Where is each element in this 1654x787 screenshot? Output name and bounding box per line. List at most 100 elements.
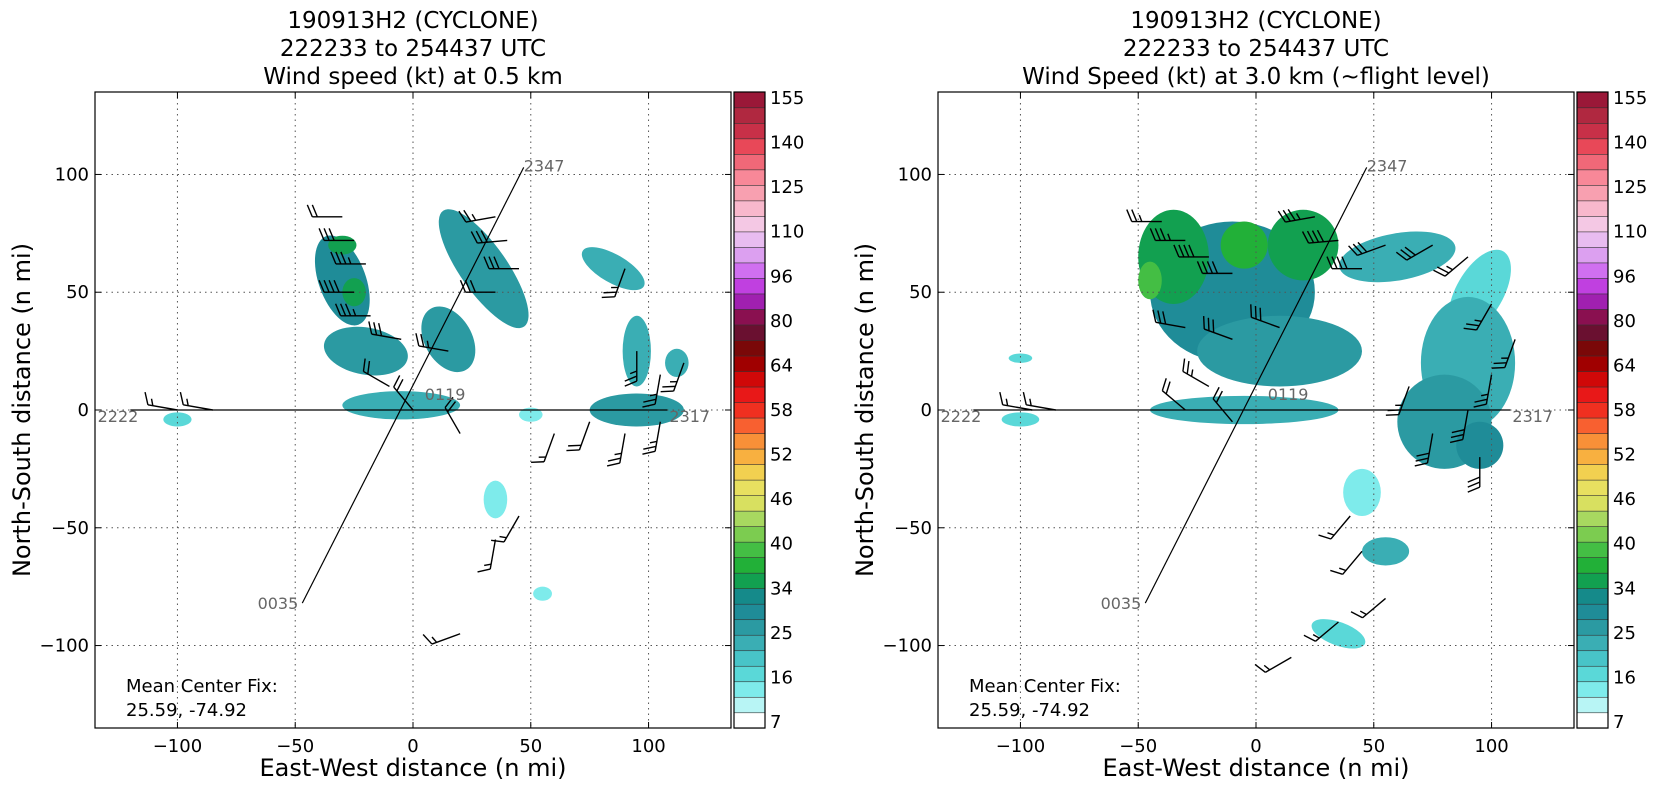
plot-area-left <box>95 92 731 728</box>
track-point-label: 2222 <box>941 407 982 426</box>
colorbar-swatch <box>1576 308 1609 326</box>
colorbar-right: 7 16 25 34 40 46 52 58 64 80 96 110 125 140 155 <box>1576 88 1647 733</box>
wind-barb <box>318 279 355 293</box>
wind-barbs-right <box>999 208 1516 673</box>
x-tick-label: 50 <box>519 736 542 757</box>
track-labels-left: 2222 0119 2317 2347 0035 <box>98 156 711 613</box>
colorbar-swatch <box>733 370 766 388</box>
x-tick-label: −50 <box>1119 736 1157 757</box>
colorbar-swatch <box>733 510 766 527</box>
wind-barb <box>642 421 662 455</box>
wind-barb <box>1212 386 1233 423</box>
colorbar-swatch <box>733 122 766 140</box>
colorbar-tick-label: 46 <box>770 489 793 510</box>
panel-right: 190913H2 (CYCLONE) 222233 to 254437 UTC … <box>851 8 1647 782</box>
wind-region <box>323 326 408 376</box>
colorbar-swatch <box>733 107 766 124</box>
wind-barb <box>1467 457 1481 493</box>
colorbar-tick-label: 155 <box>770 88 804 109</box>
colorbar-swatch <box>733 650 766 667</box>
wind-barb <box>1173 244 1209 258</box>
wind-barb <box>1463 303 1493 331</box>
colorbar-swatch <box>1576 246 1609 264</box>
wind-region <box>1362 537 1410 566</box>
flight-track-left <box>130 167 668 604</box>
colorbar-swatch <box>733 572 766 589</box>
colorbar-tick-label: 110 <box>770 222 804 243</box>
colorbar-tick-label: 125 <box>1613 177 1647 198</box>
colorbar-swatch <box>1576 619 1609 636</box>
colorbar-tick-label: 140 <box>1613 133 1647 154</box>
wind-barb <box>1473 374 1493 408</box>
wind-barb <box>1395 244 1434 261</box>
colorbar-swatch <box>733 665 766 683</box>
wind-barb <box>601 268 626 299</box>
colorbar-tick-label: 80 <box>770 311 793 332</box>
wind-barb <box>1318 515 1351 540</box>
colorbar-tick-label: 52 <box>1613 445 1636 466</box>
track-point-label: 2317 <box>1512 407 1553 426</box>
axis-ticks-right: −100 −50 0 50 100 −100 −50 0 50 100 <box>883 92 1574 757</box>
wind-region <box>421 306 476 373</box>
wind-field-right <box>1001 209 1516 649</box>
colorbar-swatch <box>1576 122 1609 140</box>
colorbar-tick-label: 64 <box>770 355 793 376</box>
colorbar-left: 7 16 25 34 40 46 52 58 64 80 96 110 125 140 155 <box>733 88 804 733</box>
colorbar-swatch <box>1576 572 1609 589</box>
colorbar-swatch <box>1576 262 1609 279</box>
colorbar-swatch <box>1576 665 1609 683</box>
colorbar-swatch <box>1576 712 1609 729</box>
wind-barb <box>1433 256 1469 277</box>
colorbar-swatch <box>733 277 766 295</box>
colorbar-swatch <box>733 526 766 543</box>
wind-region <box>1008 353 1033 363</box>
wind-barb <box>1126 209 1162 223</box>
colorbar-tick-label: 25 <box>1613 623 1636 644</box>
wind-region <box>581 247 645 291</box>
x-tick-label: −100 <box>996 736 1045 757</box>
wind-barb <box>1350 597 1387 619</box>
colorbar-swatch <box>733 712 766 729</box>
wind-region <box>1339 231 1456 283</box>
colorbar-swatch <box>1576 153 1609 171</box>
flight-track-leg <box>1144 167 1368 604</box>
wind-barb <box>606 433 626 467</box>
colorbar-swatch <box>1576 293 1609 310</box>
wind-barb <box>318 228 355 242</box>
panel-title-line-2: 222233 to 254437 UTC <box>280 36 546 62</box>
wind-barb <box>1449 409 1469 444</box>
wind-barb <box>444 396 461 434</box>
colorbar-swatch <box>733 401 766 419</box>
colorbar-swatch <box>1576 184 1609 202</box>
wind-barbs-left <box>144 204 685 645</box>
wind-barb <box>1022 391 1056 411</box>
colorbar-swatch <box>1576 324 1609 341</box>
wind-region <box>1267 209 1339 281</box>
colorbar-swatch <box>1576 107 1609 124</box>
wind-barb <box>1254 656 1292 673</box>
wind-region <box>1197 315 1362 387</box>
colorbar-swatch <box>1576 401 1609 419</box>
colorbar-tick-label: 140 <box>770 133 804 154</box>
panel-left: 190913H2 (CYCLONE) 222233 to 254437 UTC … <box>8 8 804 782</box>
wind-barb <box>1149 228 1186 242</box>
wind-barb <box>415 333 449 352</box>
colorbar-swatch <box>1576 417 1609 434</box>
colorbar-swatch <box>1576 696 1609 714</box>
track-point-label: 0035 <box>1101 594 1142 613</box>
colorbar-swatch <box>1576 479 1609 496</box>
wind-barb <box>1196 261 1233 275</box>
wind-barb <box>1301 229 1339 244</box>
track-point-label: 2317 <box>669 407 710 426</box>
wind-barb <box>642 374 662 408</box>
wind-region <box>1138 261 1162 300</box>
colorbar-swatch <box>1576 603 1609 621</box>
wind-barb <box>422 633 461 645</box>
colorbar-swatch <box>733 91 766 109</box>
colorbar-tick-label: 34 <box>770 578 793 599</box>
y-tick-label: −50 <box>894 518 932 539</box>
wind-barb <box>470 230 508 244</box>
track-labels-right: 2222 0119 2317 2347 0035 <box>941 156 1554 613</box>
colorbar-swatch <box>733 619 766 636</box>
colorbar-tick-label: 46 <box>1613 489 1636 510</box>
